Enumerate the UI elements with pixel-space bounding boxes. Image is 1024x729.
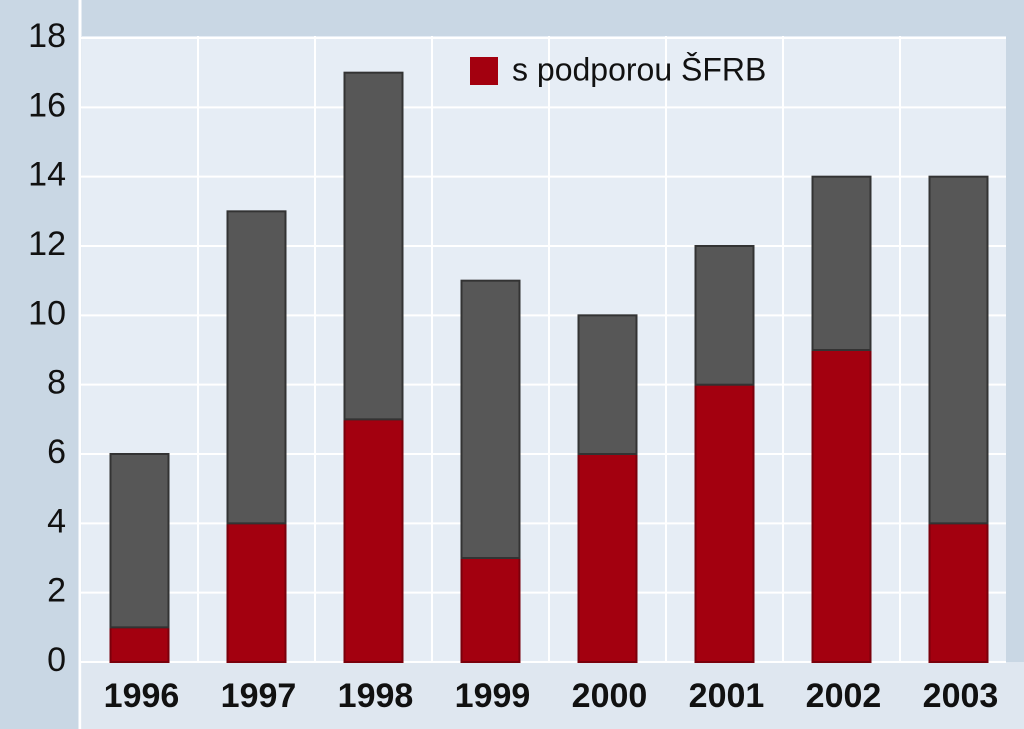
x-tick-label: 2001 <box>689 677 765 715</box>
bar-segment <box>694 245 755 386</box>
bar-segment <box>811 349 872 663</box>
x-tick-label: 1998 <box>338 677 414 715</box>
legend-swatch <box>470 57 498 85</box>
x-tick-label: 1999 <box>455 677 531 715</box>
bar-segment <box>343 418 404 664</box>
bar-segment <box>109 626 170 663</box>
bar-segment <box>928 522 989 663</box>
x-tick-label: 2002 <box>806 677 882 715</box>
y-tick-label: 14 <box>28 156 66 194</box>
y-tick-label: 6 <box>47 433 66 471</box>
y-tick-label: 12 <box>28 225 66 263</box>
y-tick-label: 4 <box>47 502 66 540</box>
bar-segment <box>577 314 638 456</box>
y-tick-label: 16 <box>28 86 66 124</box>
bar-segment <box>460 279 521 559</box>
x-tick-label: 1996 <box>104 677 180 715</box>
bar-segment <box>343 71 404 421</box>
bar-segment <box>460 557 521 663</box>
bar-segment <box>694 383 755 663</box>
bar-segment <box>577 453 638 663</box>
bar-segment <box>109 453 170 629</box>
x-tick-label: 1997 <box>221 677 297 715</box>
y-tick-label: 18 <box>28 17 66 55</box>
bar-segment <box>928 175 989 525</box>
bar-segment <box>226 522 287 663</box>
x-axis-band <box>82 662 1024 729</box>
y-tick-label: 2 <box>47 572 66 610</box>
x-tick-label: 2000 <box>572 677 648 715</box>
legend-label: s podporou ŠFRB <box>512 51 766 87</box>
bar-segment <box>226 210 287 525</box>
x-tick-label: 2003 <box>923 677 999 715</box>
y-tick-label: 8 <box>47 364 66 402</box>
bar-segment <box>811 175 872 351</box>
y-tick-label: 10 <box>28 294 66 332</box>
y-tick-label: 0 <box>47 641 66 679</box>
